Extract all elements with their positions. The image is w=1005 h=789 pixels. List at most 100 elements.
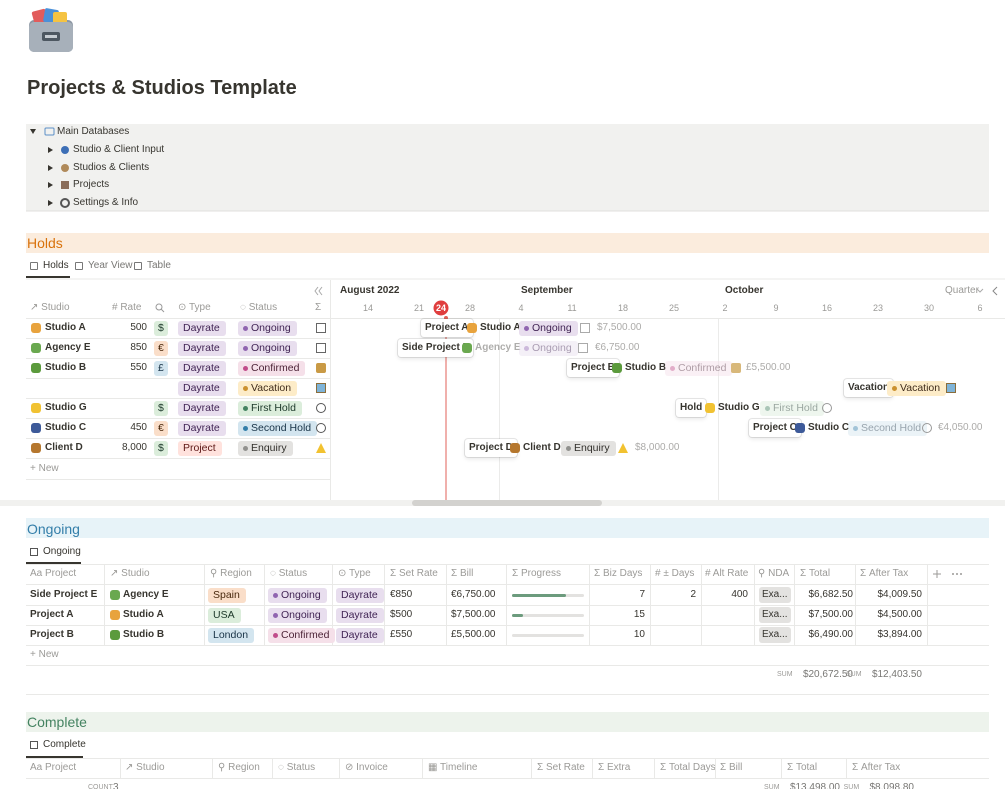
view-tab[interactable]: Complete (43, 739, 86, 750)
scrollbar-thumb[interactable] (412, 500, 602, 506)
type-tag: Dayrate (336, 628, 384, 643)
column-header: ⊙ Type (338, 568, 371, 579)
total-cell: $7,500.00 (808, 609, 854, 620)
nda-chip[interactable]: Exa... (759, 607, 791, 623)
ongoing-header-bg (26, 518, 989, 538)
studio-link[interactable]: Studio B (45, 362, 87, 373)
status-tag-text: First Hold (251, 402, 296, 414)
column-header: ↗ Studio (125, 762, 165, 773)
region-tag-text: USA (213, 609, 235, 621)
book-icon (44, 127, 55, 136)
page-icon (31, 443, 41, 453)
row-divider (26, 338, 330, 339)
amount-label: £5,500.00 (746, 362, 791, 373)
sum-label: SUM (764, 784, 780, 789)
status-dot (243, 326, 248, 331)
studio-link: Studio G (718, 402, 760, 413)
status-tag: Ongoing (238, 321, 297, 336)
toggle-bg (26, 124, 989, 211)
type-tag: Dayrate (178, 421, 226, 436)
row-divider (26, 479, 330, 480)
status-dot (273, 633, 278, 638)
timeline-card[interactable]: Project B (567, 359, 619, 377)
region-tag: USA (208, 608, 241, 623)
timeline-card[interactable]: Project C (749, 419, 801, 437)
type-tag-text: Dayrate (183, 422, 220, 434)
count-value: 3 (113, 782, 119, 789)
type-tag: Dayrate (178, 341, 226, 356)
studio-link[interactable]: Agency E (45, 342, 91, 353)
studio-link[interactable]: Agency E (123, 589, 169, 600)
region-tag: London (208, 628, 255, 643)
status-tag-text: Ongoing (532, 322, 572, 334)
studio-link: Agency E (475, 342, 521, 353)
sum-label: SUM (846, 671, 862, 678)
status-dot (273, 593, 278, 598)
collapse-icon[interactable] (314, 286, 319, 296)
timeline-card[interactable]: Vacation (844, 379, 894, 397)
toggle-arrow[interactable] (30, 129, 36, 134)
studio-link[interactable]: Client D (45, 442, 83, 453)
timeline-card[interactable]: Side Project E (398, 339, 474, 357)
search-icon (160, 308, 165, 313)
currency-tag-text: € (158, 342, 164, 354)
timeline-card[interactable]: Hold (676, 399, 707, 417)
more-menu[interactable] (960, 573, 962, 575)
tab-icon (30, 262, 38, 270)
currency-tag-text: $ (158, 322, 164, 334)
column-divider (531, 759, 532, 779)
nda-chip[interactable]: Exa... (759, 627, 791, 643)
nda-chip[interactable]: Exa... (759, 587, 791, 603)
after-tax-cell: $4,009.50 (877, 589, 923, 600)
bill-cell: £5,500.00 (451, 629, 496, 640)
prev-icon[interactable] (992, 286, 998, 296)
collapse-icon[interactable] (318, 286, 323, 296)
toggle-label[interactable]: Main Databases (57, 126, 130, 137)
status-tag-text: Second Hold (861, 422, 922, 434)
studio-link[interactable]: Studio C (45, 422, 87, 433)
project-link[interactable]: Project A (30, 609, 74, 620)
studio-link[interactable]: Studio A (123, 609, 164, 620)
dropdown-icon[interactable] (976, 288, 984, 293)
toggle-item[interactable]: Studios & Clients (73, 161, 150, 173)
view-tab[interactable]: Year View (88, 260, 133, 271)
column-divider (592, 759, 593, 779)
new-row-button[interactable]: + New (30, 463, 59, 474)
row-divider (26, 418, 330, 419)
sum-value: $12,403.50 (871, 669, 922, 680)
project-link[interactable]: Project B (30, 629, 74, 640)
type-tag-text: Dayrate (183, 322, 220, 334)
day-label: 9 (773, 303, 779, 313)
view-tab[interactable]: Table (147, 260, 171, 271)
status-dot (273, 613, 278, 618)
view-tab[interactable]: Holds (43, 260, 69, 271)
timeline-card[interactable]: Project A (421, 319, 473, 337)
more-menu[interactable] (952, 573, 954, 575)
type-tag: Dayrate (336, 588, 384, 603)
timeline-card[interactable]: Project D (465, 439, 517, 457)
status-tag-text: Confirmed (678, 362, 727, 374)
formula-icon (316, 423, 326, 433)
column-divider (212, 759, 213, 779)
studio-link[interactable]: Studio G (45, 402, 87, 413)
view-selector[interactable]: Quarter (945, 285, 979, 296)
progress-bar (512, 594, 566, 597)
new-row-button[interactable]: + New (30, 649, 59, 660)
formula-icon (822, 403, 832, 413)
day-label: 6 (977, 303, 983, 313)
more-menu[interactable] (956, 573, 958, 575)
page-icon (31, 343, 41, 353)
studio-link[interactable]: Studio B (123, 629, 165, 640)
toggle-item[interactable]: Studio & Client Input (73, 144, 165, 155)
toggle-item[interactable]: Settings & Info (73, 197, 139, 209)
view-tab[interactable]: Ongoing (43, 546, 81, 557)
column-header: Σ (315, 302, 322, 313)
studio-link[interactable]: Studio A (45, 322, 86, 333)
add-column[interactable] (933, 570, 941, 578)
column-header: ⚲ Region (210, 568, 252, 579)
toggle-item[interactable]: Projects (73, 179, 110, 191)
status-tag-text: Ongoing (532, 342, 572, 354)
page-icon (110, 590, 120, 600)
type-tag: Dayrate (178, 381, 226, 396)
project-link[interactable]: Side Project E (30, 589, 98, 600)
